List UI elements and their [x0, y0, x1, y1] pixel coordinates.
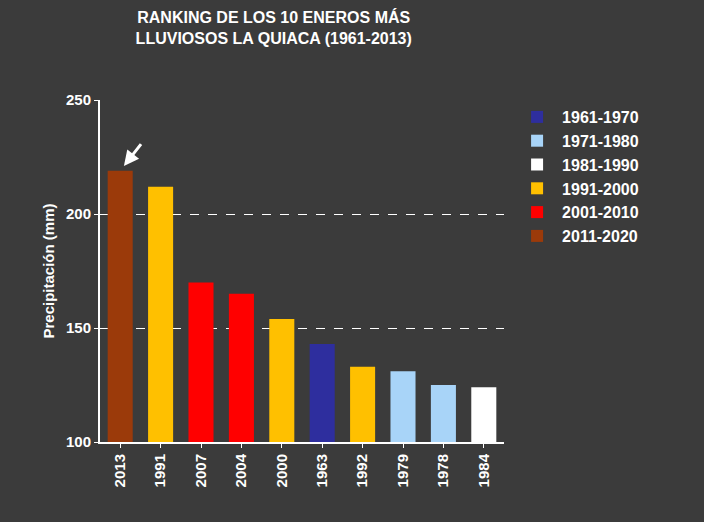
svg-text:1979: 1979 [394, 454, 411, 487]
svg-text:2004: 2004 [232, 453, 249, 487]
svg-text:1981-1990: 1981-1990 [562, 157, 639, 174]
svg-text:2013: 2013 [111, 454, 128, 487]
svg-text:Precipitación (mm): Precipitación (mm) [40, 203, 57, 338]
svg-text:1963: 1963 [313, 454, 330, 487]
svg-text:2001-2010: 2001-2010 [562, 204, 639, 221]
svg-text:2011-2020: 2011-2020 [562, 228, 638, 245]
svg-text:1978: 1978 [434, 454, 451, 487]
svg-text:2000: 2000 [273, 454, 290, 487]
svg-text:150: 150 [66, 319, 91, 336]
svg-text:1984: 1984 [475, 453, 492, 487]
svg-text:1971-1980: 1971-1980 [562, 133, 639, 150]
svg-text:1961-1970: 1961-1970 [562, 109, 639, 126]
svg-text:250: 250 [66, 91, 91, 108]
svg-text:200: 200 [66, 205, 91, 222]
svg-text:2007: 2007 [192, 454, 209, 487]
svg-text:RANKING DE LOS 10 ENEROS MÁSLL: RANKING DE LOS 10 ENEROS MÁSLLUVIOSOS LA… [136, 8, 412, 47]
svg-text:1991: 1991 [151, 454, 168, 487]
svg-text:1992: 1992 [353, 454, 370, 487]
svg-text:100: 100 [66, 433, 91, 450]
svg-text:1991-2000: 1991-2000 [562, 181, 639, 198]
